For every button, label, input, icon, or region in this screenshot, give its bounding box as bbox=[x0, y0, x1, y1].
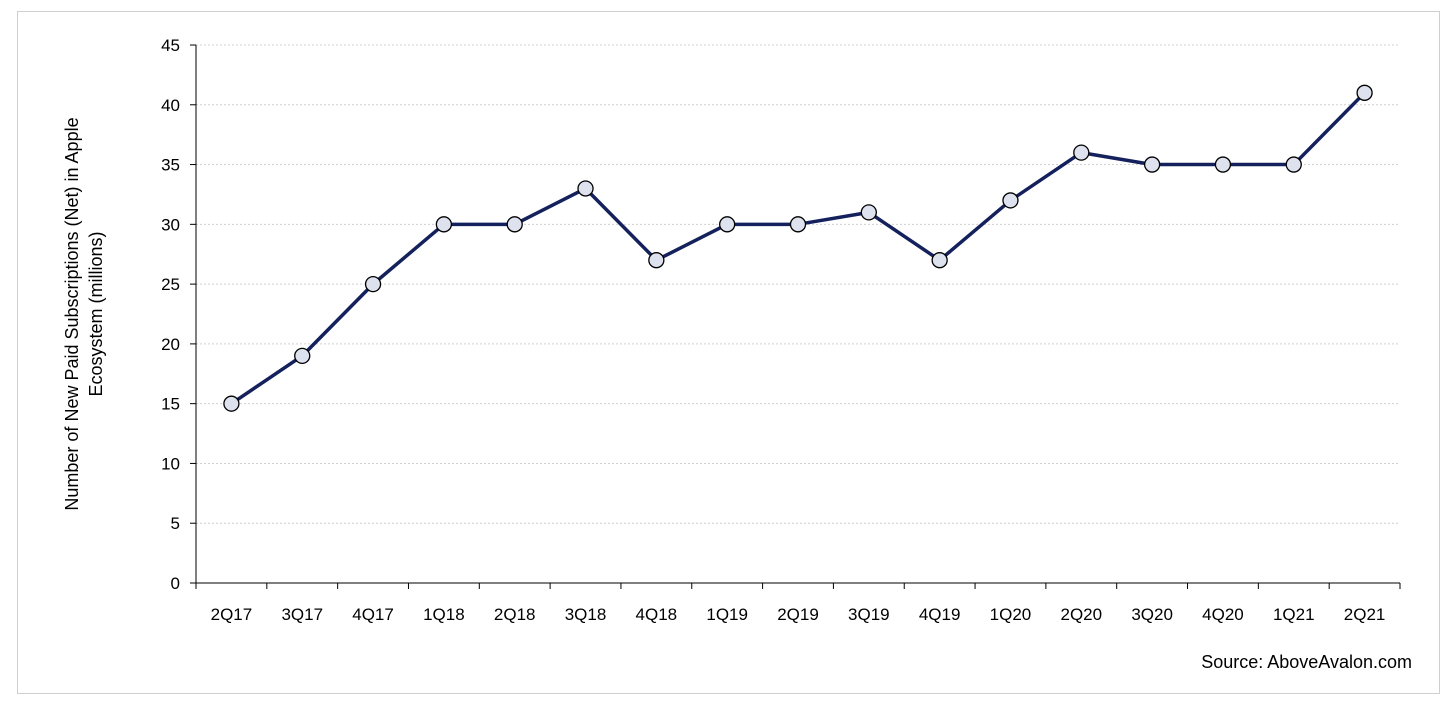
x-tick-label-4Q19: 4Q19 bbox=[919, 605, 961, 624]
y-axis-label-line-1: Number of New Paid Subscriptions (Net) i… bbox=[62, 117, 82, 510]
data-point-2Q17 bbox=[223, 395, 240, 412]
data-point-1Q21 bbox=[1285, 156, 1302, 173]
x-tick-label-3Q19: 3Q19 bbox=[848, 605, 890, 624]
data-point-4Q20 bbox=[1214, 156, 1232, 173]
x-tick-label-2Q19: 2Q19 bbox=[777, 605, 819, 624]
data-point-3Q19 bbox=[860, 204, 877, 221]
data-point-2Q18 bbox=[506, 216, 523, 233]
x-tick-label-2Q17: 2Q17 bbox=[211, 605, 253, 624]
source-note: Source: AboveAvalon.com bbox=[1201, 652, 1412, 672]
data-point-1Q18 bbox=[435, 216, 453, 233]
x-tick-label-3Q18: 3Q18 bbox=[565, 605, 607, 624]
data-point-3Q18 bbox=[577, 180, 594, 197]
series-group bbox=[223, 84, 1373, 412]
y-tick-label-40: 40 bbox=[161, 96, 180, 115]
data-point-1Q20 bbox=[1002, 192, 1019, 209]
x-tick-label-1Q21: 1Q21 bbox=[1273, 605, 1315, 624]
x-tick-label-4Q18: 4Q18 bbox=[636, 605, 678, 624]
axes bbox=[190, 44, 1401, 589]
gridlines bbox=[196, 44, 1400, 524]
y-tick-label-0: 0 bbox=[171, 574, 180, 593]
data-point-2Q20 bbox=[1073, 144, 1090, 161]
data-point-4Q17 bbox=[364, 275, 382, 293]
y-tick-label-30: 30 bbox=[161, 215, 180, 234]
x-tick-label-4Q17: 4Q17 bbox=[352, 605, 394, 624]
y-tick-label-5: 5 bbox=[171, 514, 180, 533]
x-tick-label-1Q18: 1Q18 bbox=[423, 605, 465, 624]
chart-frame bbox=[17, 11, 1440, 694]
y-tick-label-10: 10 bbox=[161, 454, 180, 473]
y-tick-label-35: 35 bbox=[161, 156, 180, 175]
data-point-2Q21 bbox=[1356, 84, 1373, 101]
data-point-4Q18 bbox=[648, 252, 665, 269]
x-tick-label-3Q20: 3Q20 bbox=[1131, 605, 1173, 624]
y-tick-label-25: 25 bbox=[161, 275, 180, 294]
data-point-4Q19 bbox=[931, 252, 948, 269]
x-tick-label-2Q18: 2Q18 bbox=[494, 605, 536, 624]
y-tick-label-45: 45 bbox=[161, 36, 180, 55]
x-tick-label-2Q20: 2Q20 bbox=[1060, 605, 1102, 624]
data-point-2Q19 bbox=[789, 216, 807, 233]
x-tick-labels: 2Q17 3Q17 4Q17 1Q18 2Q18 3Q18 4Q18 1Q19 2Q19 3Q19… bbox=[211, 605, 1386, 624]
data-point-1Q19 bbox=[719, 216, 736, 233]
y-axis-label-line-2: Ecosystem (millions) bbox=[86, 231, 106, 396]
series-line bbox=[230, 91, 1366, 406]
y-tick-label-20: 20 bbox=[161, 335, 180, 354]
data-point-3Q20 bbox=[1143, 156, 1161, 173]
x-tick-label-2Q21: 2Q21 bbox=[1344, 605, 1386, 624]
x-tick-label-3Q17: 3Q17 bbox=[281, 605, 323, 624]
x-tick-label-1Q20: 1Q20 bbox=[990, 605, 1032, 624]
y-tick-labels: 0 5 10 15 20 25 30 35 40 45 bbox=[161, 36, 180, 593]
x-tick-label-4Q20: 4Q20 bbox=[1202, 605, 1244, 624]
y-tick-label-15: 15 bbox=[161, 395, 180, 414]
data-point-3Q17 bbox=[294, 347, 311, 364]
x-tick-label-1Q19: 1Q19 bbox=[706, 605, 748, 624]
